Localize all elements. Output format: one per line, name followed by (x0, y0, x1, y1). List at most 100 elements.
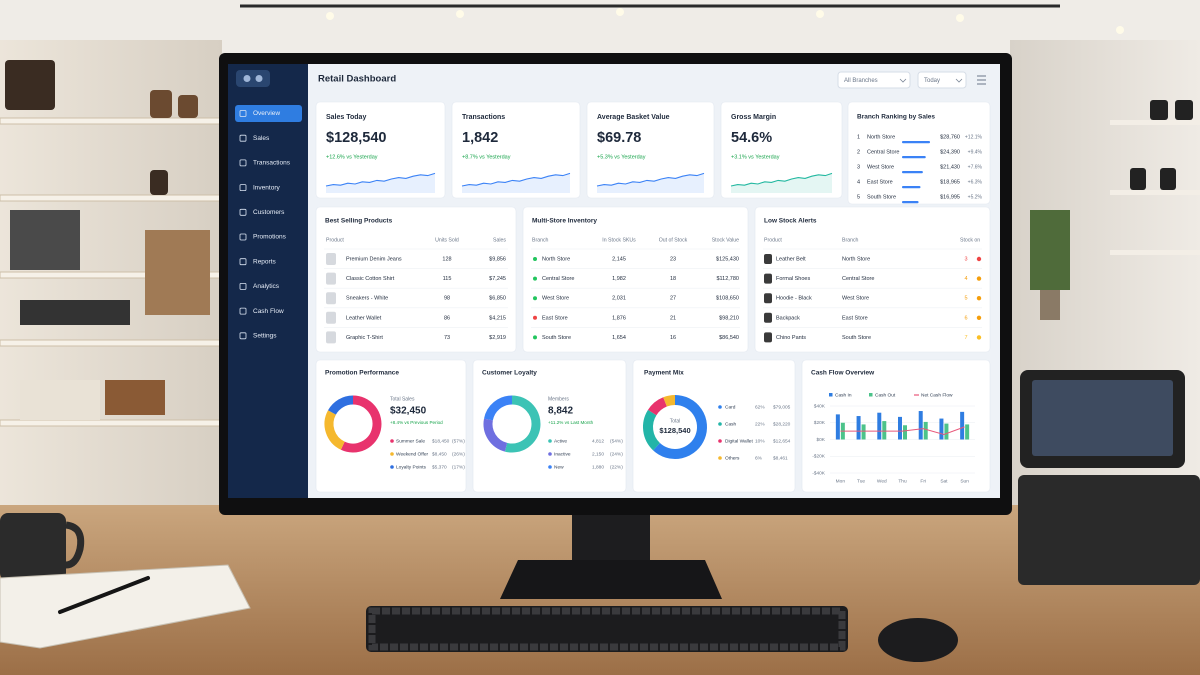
branch-name: North Store (842, 256, 870, 262)
legend-dot (718, 405, 722, 409)
stock-value: $108,650 (716, 296, 739, 302)
nav-item[interactable]: Analytics (253, 283, 280, 290)
stock-value: $98,210 (719, 315, 739, 321)
branch-sales: $24,390 (940, 149, 960, 155)
branch-name: South Store (842, 335, 871, 341)
product-thumb (764, 312, 772, 323)
kpi-label: Transactions (462, 114, 505, 121)
legend-name: Active (554, 438, 567, 444)
notebook (0, 564, 251, 649)
sparkline (325, 172, 436, 187)
rank-bar (902, 141, 930, 144)
legend-dot (390, 452, 394, 456)
nav-item[interactable]: Reports (253, 258, 277, 265)
product-name: Chino Pants (776, 335, 806, 341)
product-thumb (326, 331, 336, 344)
donut-segment (483, 418, 508, 452)
mouse (878, 618, 958, 662)
legend-swatch (869, 393, 873, 397)
product-name: Backpack (776, 315, 800, 321)
out-of-stock: 23 (670, 256, 676, 262)
branch-sales: $16,995 (940, 194, 960, 200)
filter-label[interactable]: Today (924, 78, 940, 84)
nav-item[interactable]: Settings (253, 333, 277, 340)
nav-item[interactable]: Sales (253, 135, 270, 142)
mug (0, 513, 85, 581)
product-name: Hoodie - Black (776, 296, 812, 302)
legend-entry: Cash In (835, 392, 852, 398)
nav-item[interactable]: Promotions (253, 234, 287, 241)
product-thumb (764, 332, 772, 343)
card-title: Low Stock Alerts (764, 218, 817, 225)
total-change: +11.2% vs Last Month (548, 420, 594, 425)
in-stock: 2,145 (612, 256, 626, 262)
legend-share: 10% (755, 438, 765, 444)
nav-icon (239, 233, 247, 241)
units-sold: 98 (444, 296, 450, 302)
filter-label[interactable]: All Branches (844, 78, 878, 84)
total-value: $32,450 (390, 406, 427, 417)
y-tick-label: $20K (814, 420, 826, 426)
rank: 2 (857, 149, 860, 155)
status-dot (533, 296, 537, 301)
donut-segment (484, 395, 513, 421)
branch-name: Central Store (842, 276, 874, 282)
card (754, 206, 991, 353)
nav-item[interactable]: Customers (253, 209, 285, 216)
status-dot (533, 276, 537, 281)
legend-share: (24%) (610, 451, 623, 457)
stock-value: $112,780 (716, 276, 739, 282)
bar (856, 416, 861, 440)
y-tick-label: $0K (816, 437, 825, 443)
legend-amount: $28,220 (773, 421, 791, 427)
kpi-label: Gross Margin (731, 114, 776, 121)
alert-dot (976, 335, 982, 340)
units-sold: 128 (442, 256, 451, 262)
kpi-change: +8.7% vs Yesterday (462, 154, 511, 160)
legend-name: Loyalty Points (396, 464, 426, 470)
branch-change: +6.3% (968, 179, 983, 185)
in-stock: 1,876 (612, 315, 626, 321)
kpi-value: $128,540 (326, 130, 386, 146)
left-products (5, 60, 210, 420)
nav-item[interactable]: Inventory (253, 184, 280, 191)
out-of-stock: 16 (670, 335, 676, 341)
alert-dot (976, 296, 982, 301)
nav-item[interactable]: Cash Flow (253, 308, 284, 315)
nav-item[interactable]: Overview (253, 110, 280, 117)
card-title: Payment Mix (644, 370, 684, 377)
column-header: Out of Stock (659, 237, 688, 243)
product-sales: $9,856 (489, 256, 506, 262)
legend-swatch (829, 393, 833, 397)
date-filter[interactable] (917, 71, 967, 89)
legend-name: Cash (725, 421, 737, 427)
total-value: $128,540 (659, 426, 690, 435)
legend-amount: $8,461 (773, 455, 788, 461)
product-sales: $6,850 (489, 296, 506, 302)
product-name: Classic Cotton Shirt (346, 276, 395, 282)
branch-name: South Store (867, 194, 896, 200)
bar (960, 411, 965, 440)
legend-name: New (554, 464, 564, 470)
product-thumb (326, 253, 336, 265)
status-dot (533, 315, 537, 320)
bar (877, 412, 882, 440)
in-stock: 2,031 (612, 296, 626, 302)
branch-name: East Store (867, 179, 893, 185)
nav-item[interactable]: Transactions (253, 160, 291, 167)
right-products (1030, 100, 1200, 320)
donut-segment (647, 397, 668, 416)
card (847, 101, 991, 205)
units-sold: 73 (444, 335, 450, 341)
column-header: Units Sold (435, 237, 459, 243)
column-header: Stock on (960, 237, 980, 243)
card-title: Promotion Performance (325, 370, 399, 377)
branch-filter[interactable] (837, 71, 911, 89)
legend-amount: 4,812 (592, 438, 604, 444)
nav-icon (239, 134, 247, 142)
legend-share: 6% (755, 455, 763, 461)
menu-button[interactable] (977, 75, 986, 85)
in-stock: 1,654 (612, 335, 626, 341)
sparkline (461, 172, 571, 187)
